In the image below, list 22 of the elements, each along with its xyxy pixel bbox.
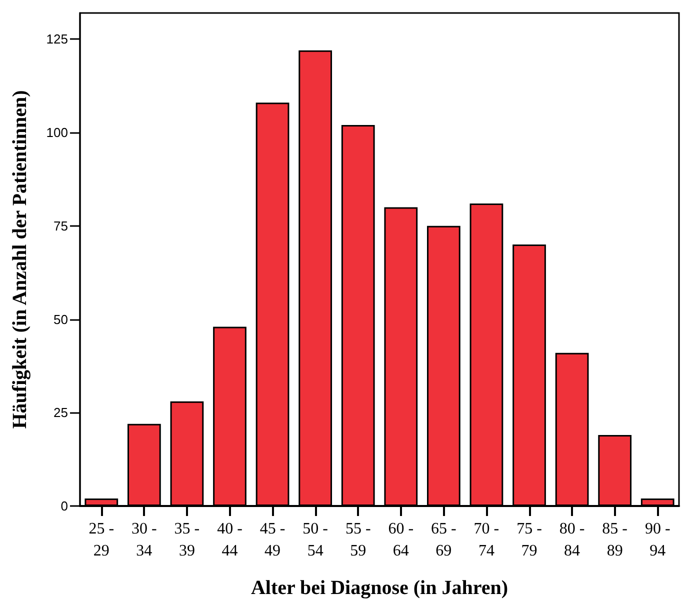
x-tick-label: 80 - 84 (559, 520, 585, 560)
y-tick-label: 0 (60, 498, 68, 514)
x-tick-label: 65 - 69 (431, 520, 456, 560)
x-tick-label: 55 - 59 (345, 520, 371, 560)
y-tick-label: 50 (54, 312, 68, 327)
y-tick-label: 100 (46, 125, 68, 140)
x-tick-label: 90 - 94 (644, 520, 670, 560)
x-tick-label: 75 - 79 (516, 520, 542, 560)
x-tick-label: 70 - 74 (474, 520, 500, 560)
x-tick-label: 50 - 54 (302, 520, 328, 560)
y-tick-label: 75 (54, 218, 68, 234)
y-tick-label: 25 (54, 405, 68, 420)
y-tick-label: 125 (46, 32, 68, 47)
x-tick-label: 25 - 29 (88, 520, 114, 560)
x-tick-label: 45 - 49 (260, 520, 286, 560)
x-tick-label: 35 - 39 (174, 520, 200, 560)
x-tick-label: 40 - 44 (217, 520, 242, 560)
x-tick-label: 85 - 89 (602, 520, 628, 560)
x-axis-title: Alter bei Diagnose (in Jahren) (250, 577, 508, 599)
y-axis-title: Häufigkeit (in Anzahl der Patientinnen) (9, 90, 31, 429)
x-tick-label: 60 - 64 (388, 520, 414, 560)
x-tick-label: 30 - 34 (132, 520, 157, 560)
